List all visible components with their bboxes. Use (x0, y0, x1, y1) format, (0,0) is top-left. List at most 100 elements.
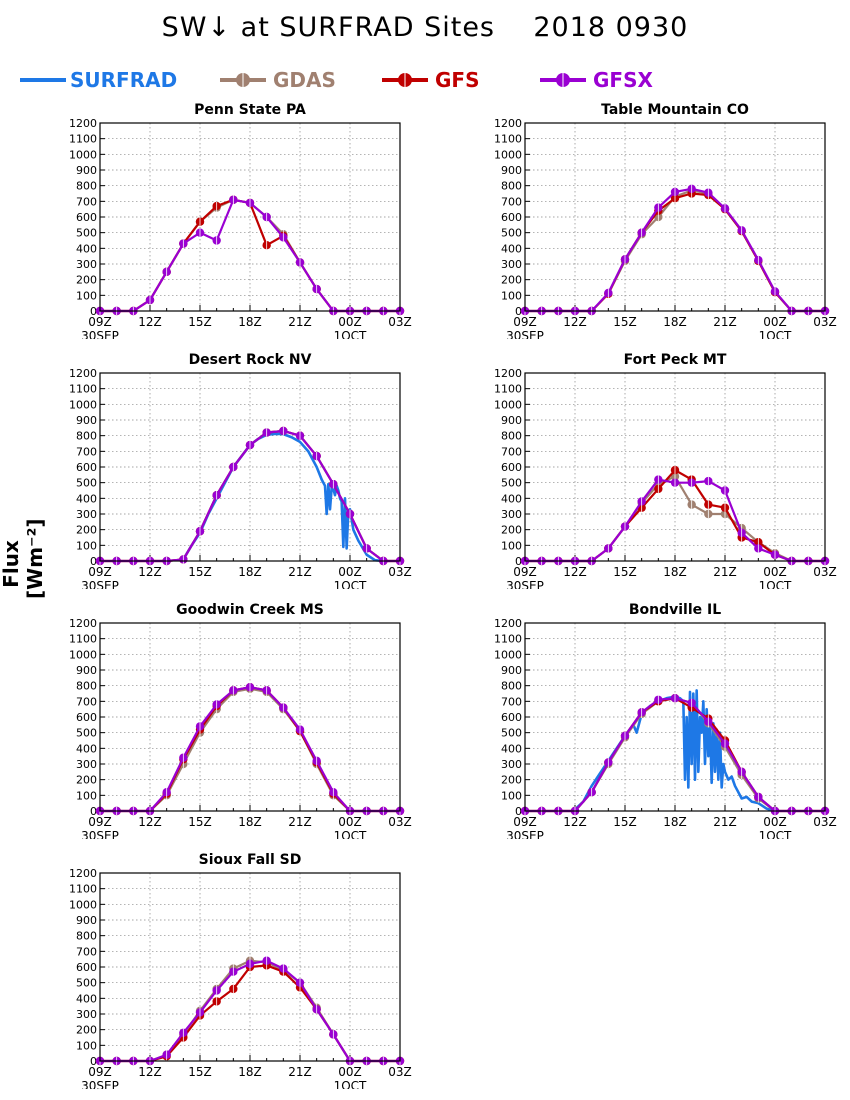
x-tick-label: 03Z (388, 815, 412, 829)
y-tick-label: 1100 (69, 633, 97, 646)
y-tick-label: 800 (76, 430, 97, 443)
y-tick-label: 500 (76, 477, 97, 490)
x-tick-label: 03Z (813, 565, 837, 579)
legend: SURFRAD GDAS GFS GFSX (18, 66, 838, 94)
plot-frame (524, 372, 826, 562)
x-tick-label: 09Z (88, 815, 112, 829)
x-tick-label: 00Z (763, 815, 787, 829)
y-tick-label: 900 (76, 414, 97, 427)
x-tick-label: 15Z (188, 565, 212, 579)
x-tick-label: 09Z (513, 315, 537, 329)
x-tick-label: 03Z (388, 565, 412, 579)
x-tick-label: 21Z (288, 815, 312, 829)
y-tick-label: 500 (76, 977, 97, 990)
x-date-label: 1OCT (759, 579, 792, 589)
y-tick-label: 700 (501, 695, 522, 708)
x-tick-label: 18Z (663, 315, 687, 329)
x-date-label: 30SEP (506, 829, 544, 839)
x-date-label: 30SEP (506, 579, 544, 589)
x-date-label: 1OCT (334, 829, 367, 839)
y-tick-label: 100 (76, 789, 97, 802)
series-line-gfsx (525, 478, 825, 563)
y-tick-label: 800 (76, 930, 97, 943)
y-tick-label: 500 (76, 727, 97, 740)
y-tick-label: 400 (76, 992, 97, 1005)
plot-frame (524, 122, 826, 312)
y-tick-label: 1000 (69, 148, 97, 161)
y-tick-label: 300 (76, 258, 97, 271)
y-tick-label: 200 (76, 774, 97, 787)
y-tick-label: 700 (76, 945, 97, 958)
panel-title: Goodwin Creek MS (176, 602, 324, 618)
y-tick-label: 800 (501, 680, 522, 693)
y-tick-label: 0 (90, 555, 97, 568)
y-tick-label: 100 (76, 539, 97, 552)
y-tick-label: 700 (76, 195, 97, 208)
panel-title: Desert Rock NV (189, 352, 312, 368)
series-line-surfrad (574, 689, 776, 813)
x-tick-label: 15Z (188, 315, 212, 329)
y-tick-label: 1200 (69, 617, 97, 630)
y-tick-label: 100 (76, 1039, 97, 1052)
plot-frame (99, 622, 401, 812)
y-tick-label: 900 (501, 664, 522, 677)
chart-panel-goodwin-creek-ms: Goodwin Creek MS 0 100 200 300 400 500 600 700 80… (69, 602, 412, 839)
y-tick-label: 1200 (494, 367, 522, 380)
x-tick-label: 18Z (238, 815, 262, 829)
x-tick-label: 12Z (138, 1065, 162, 1079)
y-tick-label: 800 (501, 430, 522, 443)
y-tick-label: 0 (515, 805, 522, 818)
chart-panel-table-mountain-co: Table Mountain CO 0 100 200 300 400 500 600 700 8… (494, 102, 837, 339)
y-tick-label: 500 (501, 727, 522, 740)
plot-frame (99, 122, 401, 312)
x-date-label: 30SEP (506, 329, 544, 339)
x-tick-label: 00Z (338, 315, 362, 329)
legend-label-gfs: GFS (435, 68, 480, 92)
x-date-label: 1OCT (334, 579, 367, 589)
y-tick-label: 1000 (494, 398, 522, 411)
y-tick-label: 1000 (69, 898, 97, 911)
y-tick-label: 300 (76, 758, 97, 771)
x-tick-label: 12Z (138, 315, 162, 329)
x-tick-label: 09Z (88, 565, 112, 579)
y-tick-label: 300 (501, 508, 522, 521)
y-tick-label: 1100 (494, 383, 522, 396)
y-tick-label: 300 (76, 508, 97, 521)
y-tick-label: 1000 (494, 648, 522, 661)
legend-swatch-surfrad (20, 78, 66, 82)
x-tick-label: 12Z (138, 815, 162, 829)
y-tick-label: 0 (515, 555, 522, 568)
y-tick-label: 900 (501, 164, 522, 177)
plot-frame (99, 872, 401, 1062)
y-tick-label: 400 (501, 492, 522, 505)
y-tick-label: 200 (76, 524, 97, 537)
y-tick-label: 600 (501, 211, 522, 224)
legend-label-surfrad: SURFRAD (70, 68, 178, 92)
y-tick-label: 300 (76, 1008, 97, 1021)
y-tick-label: 1000 (69, 648, 97, 661)
y-tick-label: 1200 (69, 367, 97, 380)
panel-title: Table Mountain CO (601, 102, 749, 118)
x-tick-label: 21Z (713, 315, 737, 329)
legend-swatch-gfsx (540, 73, 586, 87)
panel-title: Penn State PA (194, 102, 306, 118)
x-tick-label: 12Z (138, 565, 162, 579)
x-date-label: 1OCT (334, 1079, 367, 1089)
x-date-label: 30SEP (81, 829, 119, 839)
x-tick-label: 21Z (713, 565, 737, 579)
y-tick-label: 200 (76, 274, 97, 287)
x-tick-label: 12Z (563, 815, 587, 829)
y-tick-label: 200 (76, 1024, 97, 1037)
chart-panel-penn-state-pa: Penn State PA 0 100 200 300 400 500 600 700 800 90… (69, 102, 412, 339)
x-tick-label: 18Z (238, 315, 262, 329)
y-tick-label: 900 (76, 164, 97, 177)
x-tick-label: 09Z (88, 315, 112, 329)
plot-frame (524, 622, 826, 812)
y-tick-label: 400 (76, 242, 97, 255)
y-tick-label: 1200 (494, 617, 522, 630)
y-tick-label: 600 (76, 961, 97, 974)
y-tick-label: 900 (76, 664, 97, 677)
y-tick-label: 700 (76, 695, 97, 708)
y-tick-label: 800 (76, 680, 97, 693)
x-tick-label: 12Z (563, 565, 587, 579)
